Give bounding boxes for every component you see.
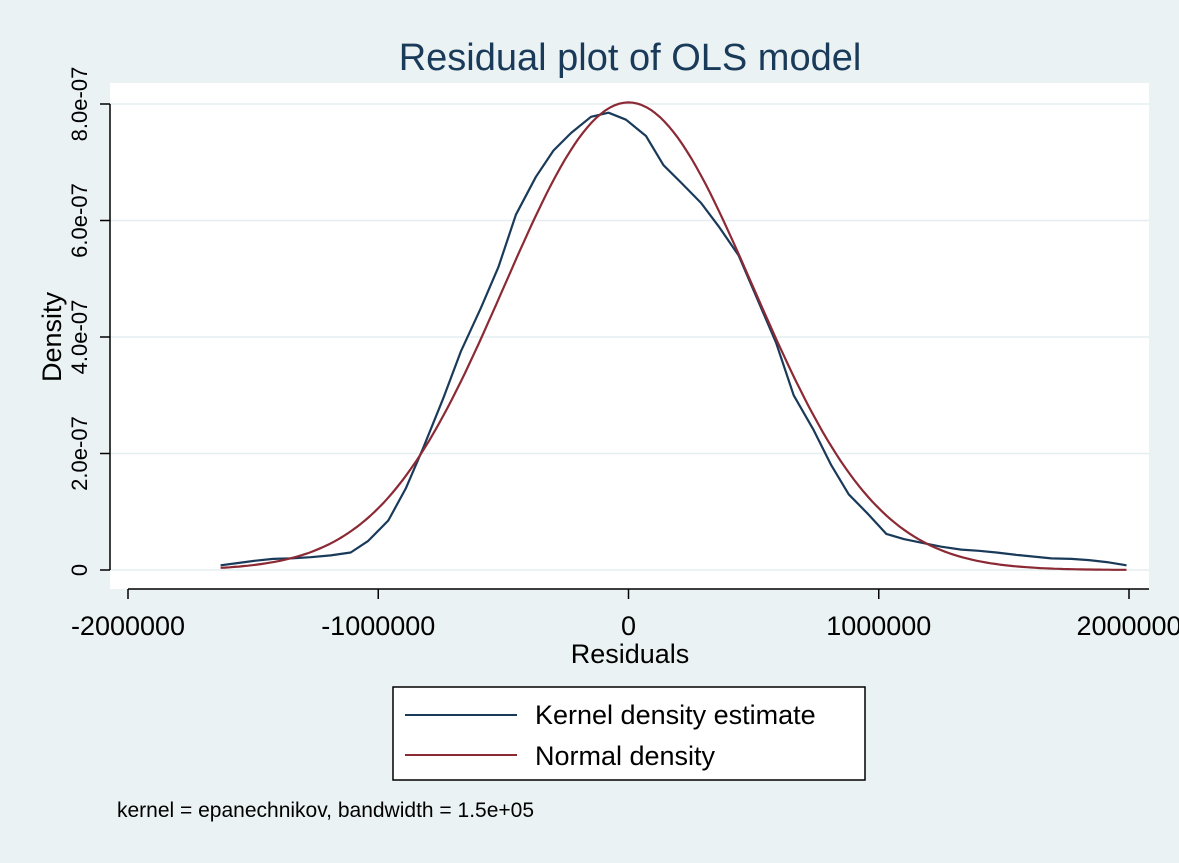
plot-area xyxy=(110,83,1149,589)
x-tick-label: -2000000 xyxy=(71,611,185,641)
x-axis-label: Residuals xyxy=(571,639,690,669)
y-tick-label: 4.0e-07 xyxy=(67,300,92,375)
series-line-kde xyxy=(220,111,1127,567)
chart-title: Residual plot of OLS model xyxy=(399,37,862,79)
y-axis-label: Density xyxy=(37,291,67,382)
series-line-normal xyxy=(220,101,1127,571)
x-tick-label: -1000000 xyxy=(321,611,435,641)
x-tick-label: 1000000 xyxy=(826,611,931,641)
axes: 0 2.0e-07 4.0e-07 6.0e-07 8.0e-07 -2000000 -10… xyxy=(67,67,1179,641)
x-tick-label: 2000000 xyxy=(1076,611,1179,641)
legend-label-normal: Normal density xyxy=(535,741,716,771)
y-tick-label: 2.0e-07 xyxy=(67,416,92,491)
series-layer xyxy=(220,101,1127,571)
grid-lines xyxy=(110,103,1149,571)
chart-note: kernel = epanechnikov, bandwidth = 1.5e+… xyxy=(117,799,534,822)
y-tick-label: 0 xyxy=(67,564,92,576)
y-tick-label: 6.0e-07 xyxy=(67,183,92,258)
legend: Kernel density estimate Normal density xyxy=(392,686,866,781)
legend-label-kde: Kernel density estimate xyxy=(535,700,816,730)
y-tick-label: 8.0e-07 xyxy=(67,67,92,142)
legend-box xyxy=(392,686,866,781)
x-tick-label: 0 xyxy=(621,611,636,641)
